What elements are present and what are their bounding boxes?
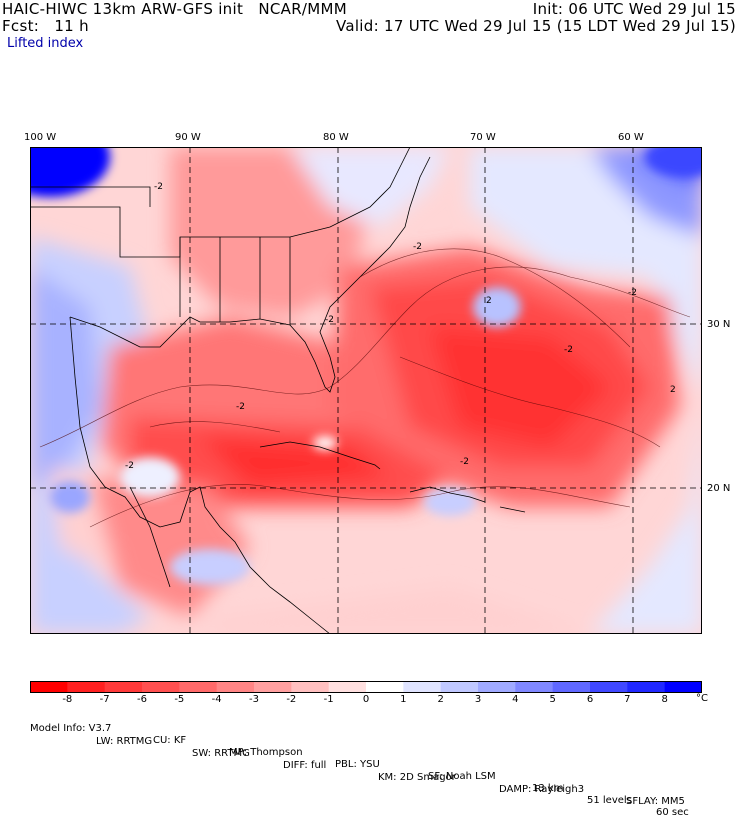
colorbar-label: -6 — [137, 694, 147, 705]
model-info-version: Model Info: V3.7 — [30, 723, 112, 734]
model-info-damp: DAMP: Rayleigh3 — [499, 784, 585, 795]
colorbar-swatch — [403, 681, 442, 693]
colorbar-swatch — [590, 681, 628, 693]
colorbar-swatch — [440, 681, 479, 693]
colorbar-swatch — [515, 681, 554, 693]
colorbar-swatch — [478, 681, 516, 693]
colorbar-label: -7 — [99, 694, 110, 705]
colorbar-swatch — [328, 681, 367, 693]
colorbar — [30, 681, 702, 693]
colorbar-swatch — [142, 681, 180, 693]
colorbar-label: 7 — [624, 694, 631, 705]
lon-label-60w: 60 W — [618, 132, 644, 143]
contour-label: 2 — [670, 385, 676, 395]
colorbar-swatch — [216, 681, 255, 693]
model-info-row-2: LW: RRTMG SW: RRTMG DIFF: full KM: 2D Sm… — [30, 724, 730, 807]
colorbar-swatch — [552, 681, 591, 693]
init-time: Init: 06 UTC Wed 29 Jul 15 — [532, 0, 736, 18]
colorbar-label: 5 — [549, 694, 556, 705]
colorbar-unit: °C — [696, 693, 708, 704]
model-info-km: KM: 2D Smagor — [378, 772, 456, 783]
contour-label: -2 — [413, 242, 422, 252]
colorbar-swatch — [664, 681, 702, 693]
lon-label-80w: 80 W — [323, 132, 349, 143]
model-info-lw: LW: RRTMG — [96, 736, 153, 747]
lifted-index-map: -2 -2 -2 -2 -2 -2 2 2 -2 -2 — [30, 147, 702, 634]
colorbar-swatch — [30, 681, 68, 693]
colorbar-label: 4 — [512, 694, 519, 705]
colorbar-label: 2 — [437, 694, 444, 705]
colorbar-swatch — [67, 681, 106, 693]
contour-label: -2 — [564, 345, 573, 355]
colorbar-swatch — [291, 681, 330, 693]
contour-label: -2 — [125, 461, 134, 471]
lat-label-20n: 20 N — [707, 483, 731, 494]
colorbar-label: -4 — [211, 694, 222, 705]
model-info-pbl: PBL: YSU — [335, 759, 380, 770]
lon-label-70w: 70 W — [470, 132, 496, 143]
colorbar-label: -3 — [249, 694, 259, 705]
lon-label-100w: 100 W — [24, 132, 57, 143]
colorbar-swatch — [104, 681, 143, 693]
colorbar-swatch — [627, 681, 666, 693]
colorbar-label: -2 — [286, 694, 297, 705]
contour-label: -2 — [236, 402, 245, 412]
contour-label: 2 — [486, 296, 492, 306]
colorbar-label: -5 — [174, 694, 185, 705]
field-name: Lifted index — [7, 36, 84, 51]
model-info-cu: CU: KF — [153, 735, 187, 746]
model-info-diff: DIFF: full — [283, 760, 327, 771]
colorbar-frame — [30, 681, 702, 693]
colorbar-label: 8 — [661, 694, 668, 705]
colorbar-label: 1 — [400, 694, 407, 705]
colorbar-label: -1 — [323, 694, 334, 705]
model-title: HAIC-HIWC 13km ARW-GFS init NCAR/MMM — [2, 0, 348, 18]
model-info-dt: 60 sec — [656, 807, 689, 818]
colorbar-swatch — [179, 681, 218, 693]
model-info-row-1: Model Info: V3.7 CU: KF MP: Thompson PBL… — [30, 711, 730, 818]
model-info-sw: SW: RRTMG — [192, 748, 250, 759]
colorbar-label: -8 — [62, 694, 73, 705]
colorbar-swatch — [254, 681, 292, 693]
colorbar-label: 0 — [362, 694, 370, 705]
contour-label: -2 — [460, 457, 469, 467]
colorbar-label: 3 — [474, 694, 482, 705]
model-info-sflay: SFLAY: MM5 — [626, 796, 685, 807]
contour-label: -2 — [325, 315, 334, 325]
contour-label: -2 — [628, 288, 637, 298]
lon-label-90w: 90 W — [175, 132, 201, 143]
contour-label: -2 — [154, 182, 163, 192]
forecast-hour: Fcst: 11 h — [2, 17, 89, 35]
valid-time: Valid: 17 UTC Wed 29 Jul 15 (15 LDT Wed … — [335, 17, 736, 35]
colorbar-label: 6 — [586, 694, 594, 705]
lat-label-30n: 30 N — [707, 319, 731, 330]
colorbar-swatch — [366, 681, 404, 693]
